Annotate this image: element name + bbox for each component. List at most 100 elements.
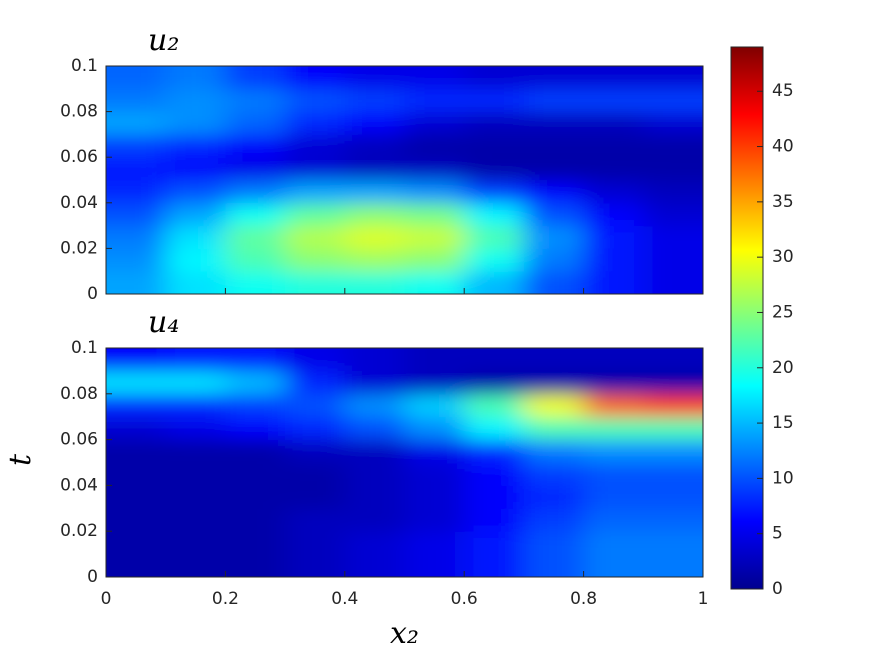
heatmap-cell [523, 111, 585, 135]
heatmap-cell [464, 180, 525, 204]
heatmap-cell [165, 202, 226, 227]
y-tick-label: 0.02 [60, 238, 98, 258]
heatmap-cell [583, 66, 644, 90]
heatmap-cell [285, 66, 346, 90]
heatmap-cell [106, 271, 167, 294]
heatmap-cell [643, 348, 703, 372]
heatmap-cell [344, 180, 405, 204]
heatmap-cell [285, 554, 346, 577]
heatmap-cell [165, 66, 226, 90]
heatmap-cell [344, 370, 405, 395]
heatmap-cell [404, 554, 465, 577]
heatmap-cell [583, 554, 644, 577]
heatmap-cell [225, 111, 286, 135]
heatmap-cell [344, 66, 405, 90]
heatmap-cell [643, 393, 703, 418]
colorbar-tick-label: 30 [772, 247, 794, 267]
heatmap-cell [285, 134, 346, 158]
colorbar-tick-label: 15 [772, 413, 794, 433]
panel-title: u₂ [148, 23, 179, 58]
heatmap-cell [285, 462, 346, 486]
heatmap-cell [583, 271, 644, 294]
heatmap-cell [106, 225, 167, 249]
y-tick-label: 0.06 [60, 430, 98, 450]
heatmap-cell [464, 66, 525, 90]
colorbar-tick-label: 35 [772, 192, 794, 212]
heatmap-cell [583, 393, 644, 418]
heatmap-cell [225, 416, 286, 441]
heatmap-cell [165, 248, 226, 272]
heatmap-cell [106, 393, 167, 418]
heatmap-cell [165, 348, 226, 372]
heatmap-cell [344, 508, 405, 532]
heatmap-cell [643, 88, 703, 113]
heatmap-cell [106, 88, 167, 113]
heatmap-cell [106, 134, 167, 158]
heatmap-cell [344, 416, 405, 441]
heatmap-cell [106, 554, 167, 577]
heatmap-cell [583, 202, 644, 227]
heatmap-cell [285, 485, 346, 509]
colorbar-tick-label: 25 [772, 302, 794, 322]
heatmap-cell [643, 66, 703, 90]
heatmap-cell [225, 462, 286, 486]
heatmap-cell [643, 180, 703, 204]
colorbar-tick-label: 45 [772, 81, 794, 101]
heatmap-cell [106, 66, 167, 90]
heatmap-cell [404, 439, 465, 463]
heatmap-cell [106, 439, 167, 463]
x-axis-label: x₂ [390, 616, 419, 651]
heatmap-cell [344, 88, 405, 113]
heatmap-cell [643, 111, 703, 135]
heatmap-cell [643, 134, 703, 158]
heatmap-cell [285, 348, 346, 372]
heatmap-cell [106, 111, 167, 135]
heatmap-cell [106, 462, 167, 486]
heatmap-cell [464, 111, 525, 135]
heatmap-cell [583, 348, 644, 372]
heatmap-cell [583, 248, 644, 272]
plot-frame [105, 65, 704, 295]
heatmap-cell [165, 157, 226, 181]
heatmap-cell [583, 157, 644, 181]
heatmap-cell [643, 157, 703, 181]
y-tick-label: 0.1 [71, 56, 98, 76]
heatmap-cell [225, 88, 286, 113]
heatmap-cell [404, 134, 465, 158]
heatmap-cell [583, 531, 644, 555]
heatmap-cell [225, 271, 286, 294]
heatmap-cell [285, 180, 346, 204]
heatmap-cell [225, 508, 286, 532]
heatmap-cell [404, 370, 465, 395]
heatmap-cell [225, 531, 286, 555]
heatmap-cell [225, 485, 286, 509]
heatmap-cell [464, 271, 525, 294]
heatmap-cell [165, 462, 226, 486]
heatmap-cell [225, 393, 286, 418]
heatmap-cell [285, 416, 346, 441]
colorbar-tick-label: 0 [772, 579, 783, 599]
heatmap-cell [344, 134, 405, 158]
heatmap-cell [106, 416, 167, 441]
heatmap-cell [165, 393, 226, 418]
heatmap-cell [344, 393, 405, 418]
heatmap-cell [106, 202, 167, 227]
heatmap-cell [404, 462, 465, 486]
y-tick-label: 0.02 [60, 521, 98, 541]
heatmap-cell [344, 439, 405, 463]
heatmap-cell [643, 248, 703, 272]
heatmap-cell [523, 225, 585, 249]
heatmap-cell [404, 416, 465, 441]
heatmap-cell [285, 271, 346, 294]
heatmap-cell [523, 393, 585, 418]
heatmap-cell [344, 462, 405, 486]
heatmap-cell [165, 271, 226, 294]
heatmap-cell [225, 439, 286, 463]
heatmap-cell [106, 248, 167, 272]
y-tick-label: 0.04 [60, 193, 98, 213]
heatmap-cell [523, 370, 585, 395]
heatmap-cell [643, 485, 703, 509]
heatmap-cell [643, 416, 703, 441]
heatmap-cell [165, 531, 226, 555]
